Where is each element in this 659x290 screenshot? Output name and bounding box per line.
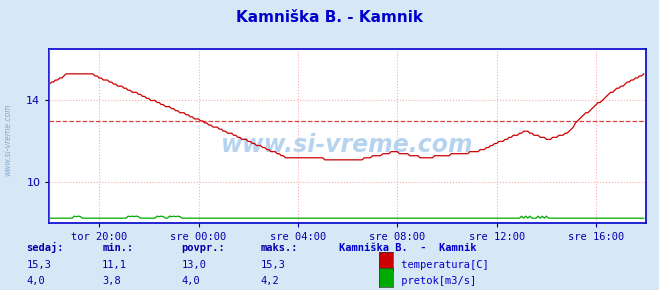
- Text: min.:: min.:: [102, 243, 133, 253]
- Text: 15,3: 15,3: [26, 260, 51, 270]
- Text: 4,0: 4,0: [181, 276, 200, 286]
- Text: sedaj:: sedaj:: [26, 242, 64, 253]
- Text: maks.:: maks.:: [260, 243, 298, 253]
- Text: www.si-vreme.com: www.si-vreme.com: [221, 133, 474, 157]
- Text: 3,8: 3,8: [102, 276, 121, 286]
- Text: Kamniška B. - Kamnik: Kamniška B. - Kamnik: [236, 10, 423, 25]
- Text: 13,0: 13,0: [181, 260, 206, 270]
- Text: povpr.:: povpr.:: [181, 243, 225, 253]
- Text: temperatura[C]: temperatura[C]: [395, 260, 489, 270]
- Text: pretok[m3/s]: pretok[m3/s]: [395, 276, 476, 286]
- Text: www.si-vreme.com: www.si-vreme.com: [3, 103, 13, 175]
- Text: 11,1: 11,1: [102, 260, 127, 270]
- Text: 4,0: 4,0: [26, 276, 45, 286]
- Text: 15,3: 15,3: [260, 260, 285, 270]
- Text: Kamniška B.  -  Kamnik: Kamniška B. - Kamnik: [339, 243, 477, 253]
- Text: 4,2: 4,2: [260, 276, 279, 286]
